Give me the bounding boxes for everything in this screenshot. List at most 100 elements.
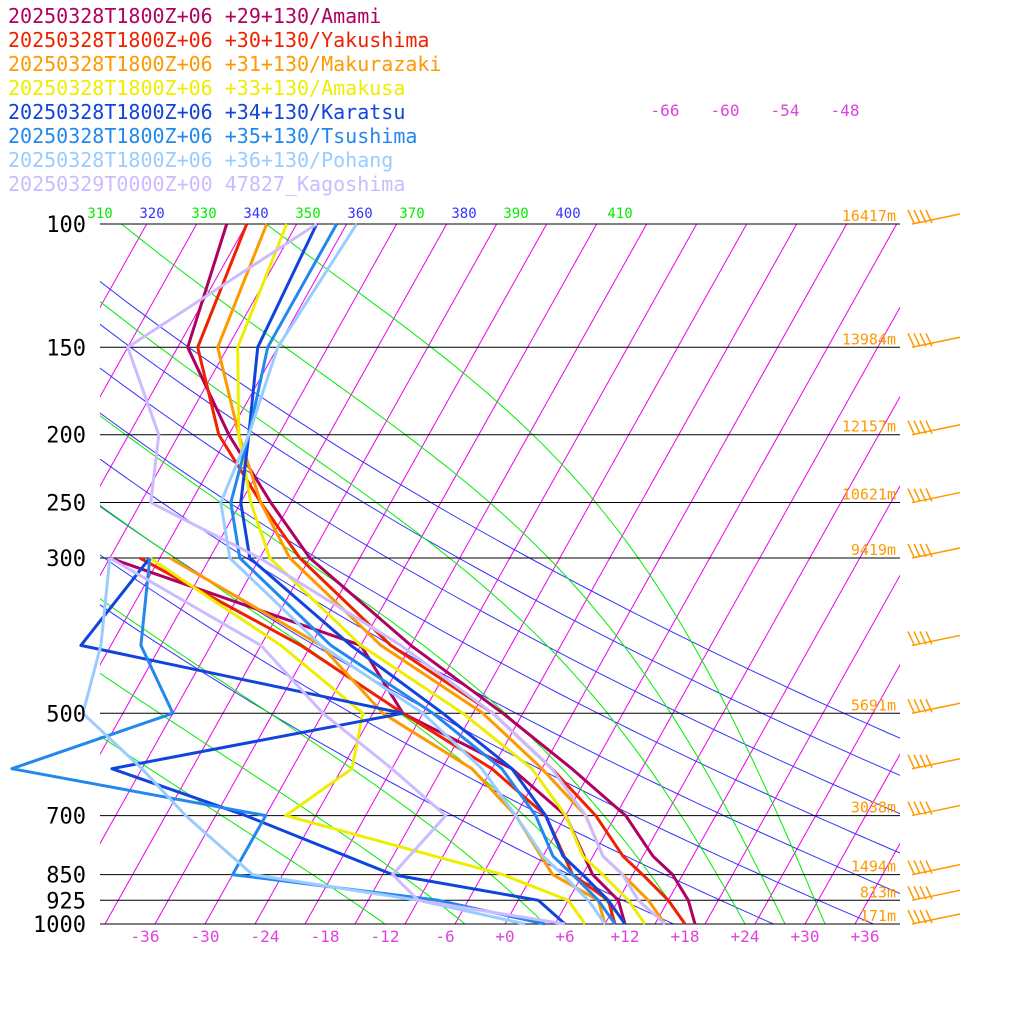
isotherm-line [100,224,298,577]
wind-barb [907,209,961,225]
dry-adiabat-line [100,505,874,924]
pressure-label: 100 [46,213,86,238]
isotherm-line [905,224,1024,924]
theta-label: 390 [503,206,528,222]
theta-label: 320 [139,206,164,222]
height-label: 5691m [851,696,896,714]
dewpoint-line [10,557,546,926]
upper-isotherm-label: -60 [711,101,740,120]
wind-barb [907,860,961,876]
isotherm-line [354,224,748,924]
temperature-tick-label: -6 [435,927,454,946]
isotherm-line [204,224,598,924]
pressure-label: 200 [46,424,86,449]
temperature-tick-label: +0 [495,927,514,946]
temperature-tick-label: -24 [251,927,280,946]
legend-entry: 20250328T1800Z+06 +30+130/Yakushima [8,28,429,52]
height-label: 16417m [842,207,896,225]
dewpoint-line [109,556,566,926]
isotherm-line [104,224,498,924]
isotherm-line [654,485,900,924]
temperature-line [186,223,697,925]
isotherm-line [604,395,900,924]
legend-entry: 20250328T1800Z+06 +29+130/Amami [8,4,381,28]
legend-entry: 20250328T1800Z+06 +34+130/Karatsu [8,100,405,124]
dry-adiabat-line [100,554,774,924]
pressure-label: 500 [46,702,86,727]
isotherm-line [100,224,248,488]
moist-adiabat-line [100,504,626,924]
legend-entry: 20250329T0000Z+00 47827_Kagoshima [8,172,405,196]
height-label: 9419m [851,541,896,559]
height-label: 171m [860,907,896,925]
wind-barb [907,332,961,348]
pressure-label: 700 [46,805,86,830]
wind-barb [907,909,961,925]
isotherm-line [100,224,198,398]
wind-barb [907,801,961,817]
wind-barb [907,698,961,715]
temperature-tick-label: +6 [555,927,574,946]
background-isotherms [100,224,1024,924]
upper-isotherm-labels: -66 -60 -54 -48 [651,101,860,120]
wind-barb [907,754,961,770]
temperature-tick-label: -18 [311,927,340,946]
height-label: 3038m [851,799,896,817]
upper-isotherm-label: -54 [771,101,800,120]
height-label: 813m [860,883,896,901]
temperature-line [219,223,607,925]
temperature-tick-label: +24 [731,927,760,946]
height-label: 1494m [851,858,896,876]
isotherm-line [454,224,848,924]
wind-barb [907,488,961,504]
dewpoint-profiles [10,556,627,926]
temperature-tick-label: -30 [191,927,220,946]
isotherm-line [504,224,898,924]
theta-label: 330 [191,206,216,222]
temperature-tick-label: -12 [371,927,400,946]
isotherm-line [254,224,648,924]
pressure-label: 250 [46,492,86,517]
theta-labels: 310 320 330 340 350 360 370 380 390 400 410 [87,206,632,222]
isotherm-line [704,574,900,924]
theta-label: 410 [607,206,632,222]
upper-isotherm-label: -48 [831,101,860,120]
theta-label: 400 [555,206,580,222]
temperature-tick-label: +30 [791,927,820,946]
moist-adiabat-line [100,300,746,924]
legend-entry: 20250328T1800Z+06 +35+130/Tsushima [8,124,417,148]
height-labels: 16417m 13984m 12157m 10621m 9419m 5691m 3038m 1… [842,207,896,925]
temperature-line [126,222,666,926]
dewpoint-line [148,556,587,925]
height-label: 10621m [842,486,896,504]
legend-entry: 20250328T1800Z+06 +36+130/Pohang [8,148,393,172]
pressure-label: 300 [46,547,86,572]
theta-label: 310 [87,206,112,222]
wind-barb [907,420,961,436]
isobar-lines [100,223,900,925]
isotherm-line [804,753,900,924]
dewpoint-line [79,557,566,926]
isotherm-line [100,224,448,845]
temperature-tick-label: +12 [611,927,640,946]
isotherm-line [854,842,900,924]
temperature-tick-label: -36 [131,927,160,946]
pressure-label: 925 [46,889,86,914]
dewpoint-line [169,556,607,925]
wind-barb [907,631,961,647]
height-label: 13984m [842,330,896,348]
theta-label: 380 [451,206,476,222]
legend-entry: 20250328T1800Z+06 +33+130/Amakusa [8,76,405,100]
isotherm-line [100,224,398,756]
theta-label: 340 [243,206,268,222]
dry-adiabat-line [100,280,900,739]
pressure-label: 850 [46,864,86,889]
wind-barbs [907,209,961,925]
dewpoint-line [81,557,526,926]
height-label: 12157m [842,418,896,436]
temperature-line [236,223,647,925]
legend: 20250328T1800Z+06 +29+130/Amami20250328T… [8,4,441,196]
isotherm-line [404,224,798,924]
temperature-profiles [126,222,697,926]
